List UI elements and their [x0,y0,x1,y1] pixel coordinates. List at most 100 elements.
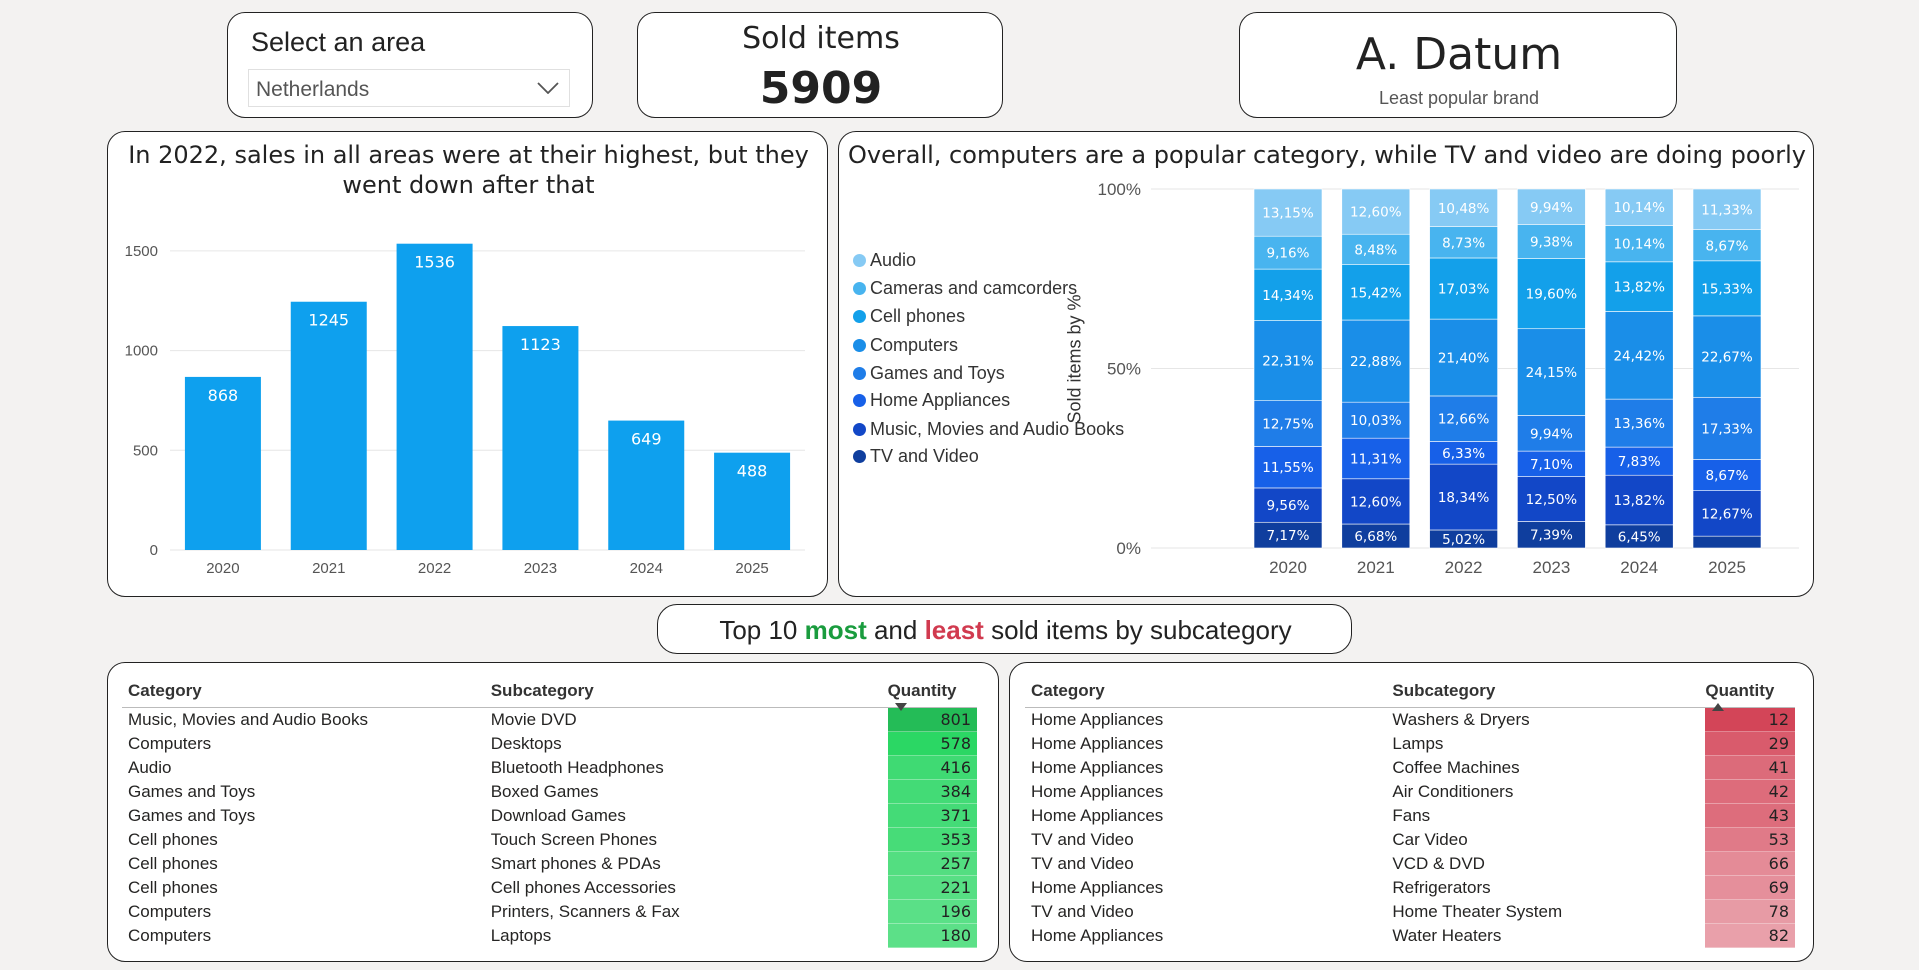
stacked-bar-segment[interactable] [1341,188,1411,235]
stacked-bar-segment[interactable] [1692,535,1762,549]
quantity-cell: 221 [887,875,977,900]
legend-item[interactable]: Computers [853,335,958,356]
stacked-bar-segment[interactable] [1341,264,1411,321]
segment-value-label: 9,16% [1267,246,1310,262]
segment-value-label: 13,15% [1262,206,1314,222]
stacked-bar-segment[interactable] [1692,490,1762,537]
stacked-bar-segment[interactable] [1429,463,1498,531]
stacked-bar-segment[interactable] [1604,261,1674,312]
stacked-bar-segment[interactable] [1341,233,1411,265]
table-row[interactable]: Games and Toys Download Games 371 [122,803,977,828]
bar[interactable] [608,420,685,550]
header-subcategory[interactable]: Subcategory [1392,681,1496,700]
stacked-bar-segment[interactable] [1517,328,1586,416]
stacked-bar-segment[interactable] [1253,487,1323,523]
stacked-bar-segment[interactable] [1692,459,1762,491]
legend-item[interactable]: Audio [853,250,916,271]
subcategory-cell: Laptops [490,926,552,945]
table-row[interactable]: Music, Movies and Audio Books Movie DVD 80… [122,707,977,732]
table-row[interactable]: Computers Laptops 180 [122,923,977,948]
stacked-bar-segment[interactable] [1692,260,1762,317]
header-category[interactable]: Category [1031,681,1105,700]
stacked-bar-segment[interactable] [1341,478,1411,525]
stacked-bar-segment[interactable] [1341,401,1411,439]
table-row[interactable]: Audio Bluetooth Headphones 416 [122,755,977,780]
subcategory-cell: Movie DVD [490,710,577,730]
header-quantity-cell[interactable]: Quantity [1705,675,1795,711]
category-cell: TV and Video [1031,854,1134,873]
table-row[interactable]: Home Appliances Lamps 29 [1025,731,1795,756]
header-quantity-cell[interactable]: Quantity [888,675,977,711]
area-dropdown[interactable]: Netherlands [248,69,570,107]
stacked-bar-segment[interactable] [1253,400,1323,447]
bar-value-label: 1245 [308,311,349,330]
stacked-bar-segment[interactable] [1253,235,1323,270]
table-row[interactable]: TV and Video Car Video 53 [1025,827,1795,852]
table-row[interactable]: Home Appliances Coffee Machines 41 [1025,755,1795,780]
segment-value-label: 17,03% [1438,282,1490,298]
stacked-bar-segment[interactable] [1341,437,1411,480]
stacked-bar-segment[interactable] [1517,258,1586,330]
stacked-bar-segment[interactable] [1604,398,1674,448]
legend-item[interactable]: Cameras and camcorders [853,278,1077,299]
table-row[interactable]: TV and Video VCD & DVD 66 [1025,851,1795,876]
stacked-bar-segment[interactable] [1341,319,1411,403]
category-cell: Cell phones [128,878,218,897]
table-row[interactable]: Computers Printers, Scanners & Fax 196 [122,899,977,924]
stacked-bar-segment[interactable] [1429,257,1498,320]
table-row[interactable]: TV and Video Home Theater System 78 [1025,899,1795,924]
stacked-bar-segment[interactable] [1692,396,1762,460]
subcategory-cell: Refrigerators [1392,878,1491,897]
stacked-bar-segment[interactable] [1253,521,1323,549]
stacked-bar-segment[interactable] [1517,476,1586,522]
stacked-bar-segment[interactable] [1692,188,1762,230]
bar[interactable] [714,452,791,550]
stacked-bar-segment[interactable] [1253,268,1323,321]
subcategory-cell: Cell phones Accessories [490,878,676,897]
table-row[interactable]: Home Appliances Refrigerators 69 [1025,875,1795,900]
table-row[interactable]: Cell phones Touch Screen Phones 353 [122,827,977,852]
banner-most: most [804,615,867,645]
stacked-bar-segment[interactable] [1253,320,1323,401]
stacked-bar-segment[interactable] [1517,521,1586,549]
legend-item[interactable]: TV and Video [853,446,979,467]
table-row[interactable]: Home Appliances Air Conditioners 42 [1025,779,1795,804]
legend-label: Home Appliances [870,390,1011,410]
bar[interactable] [396,243,473,550]
table-row[interactable]: Cell phones Cell phones Accessories 221 [122,875,977,900]
stacked-bar-segment[interactable] [1604,311,1674,400]
stacked-bar-segment[interactable] [1692,315,1762,398]
legend-item[interactable]: Cell phones [853,306,965,327]
bar[interactable] [290,301,367,550]
table-row[interactable]: Games and Toys Boxed Games 384 [122,779,977,804]
segment-value-label: 7,83% [1618,454,1661,470]
stacked-bar-segment[interactable] [1429,188,1498,227]
table-row[interactable]: Home Appliances Fans 43 [1025,803,1795,828]
most-sold-table: Category Subcategory Quantity Music, Mov… [122,675,977,948]
stacked-bar-segment[interactable] [1692,229,1762,262]
stacked-bar-segment[interactable] [1517,224,1586,259]
bar[interactable] [184,376,261,550]
table-row[interactable]: Computers Desktops 578 [122,731,977,756]
stacked-bar-segment[interactable] [1517,188,1586,225]
table-row[interactable]: Home Appliances Washers & Dryers 12 [1025,707,1795,732]
subcategory-cell: Water Heaters [1392,926,1502,945]
header-category[interactable]: Category [128,681,202,700]
header-subcategory[interactable]: Subcategory [490,681,594,700]
segment-value-label: 12,60% [1350,494,1402,510]
legend-item[interactable]: Home Appliances [853,390,1010,411]
segment-value-label: 9,94% [1530,426,1573,442]
legend-item[interactable]: Games and Toys [853,363,1005,384]
stacked-bar-segment[interactable] [1429,318,1498,397]
stacked-bar-segment[interactable] [1517,450,1586,477]
table-row[interactable]: Home Appliances Water Heaters 82 [1025,923,1795,948]
table-row[interactable]: Cell phones Smart phones & PDAs 257 [122,851,977,876]
stacked-bar-segment[interactable] [1604,474,1674,526]
bar[interactable] [502,326,579,550]
legend-item[interactable]: Music, Movies and Audio Books [853,419,1124,440]
segment-value-label: 17,33% [1701,421,1753,437]
stacked-bar-segment[interactable] [1429,226,1498,259]
stacked-bar-segment[interactable] [1604,188,1674,226]
legend-label: Computers [870,335,959,355]
stacked-bar-segment[interactable] [1253,188,1323,237]
